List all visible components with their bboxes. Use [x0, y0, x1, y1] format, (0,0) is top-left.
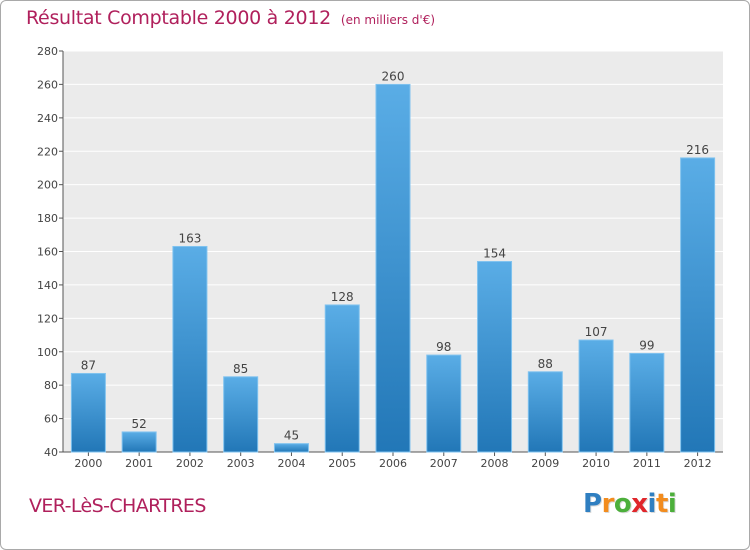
- value-label: 85: [233, 362, 248, 376]
- bar-2006: [375, 83, 411, 453]
- bar-2004: [273, 443, 309, 453]
- y-tick-label: 260: [37, 78, 58, 91]
- chart-header: Résultat Comptable 2000 à 2012 (en millie…: [26, 7, 435, 29]
- logo-letter: x: [631, 489, 648, 519]
- x-tick-label: 2010: [582, 457, 610, 470]
- y-tick-label: 60: [44, 413, 58, 426]
- value-label: 107: [585, 325, 608, 339]
- value-label: 260: [382, 69, 405, 83]
- commune-name: VER-LèS-CHARTRES: [29, 495, 206, 517]
- x-tick-label: 2001: [125, 457, 153, 470]
- x-tick-label: 2012: [684, 457, 712, 470]
- value-label: 88: [538, 357, 553, 371]
- bar-2010: [578, 339, 614, 453]
- bar-2008: [477, 261, 513, 453]
- bar-value-labels: 87 52 163 85 45 128 260 98 154 88 107 99 216: [81, 69, 709, 442]
- y-tick-label: 120: [37, 312, 58, 325]
- bar-2005: [324, 304, 360, 453]
- logo-letter: o: [613, 489, 632, 519]
- x-tick-label: 2007: [430, 457, 458, 470]
- chart-subtitle: (en milliers d'€): [340, 13, 436, 27]
- x-tick-label: 2011: [633, 457, 661, 470]
- x-axis-tick-labels: 2000 2001 2002 2003 2004 2005 2006 2007 2008 2009…: [74, 457, 711, 470]
- bar-2001: [121, 431, 157, 453]
- logo-letter: i: [647, 489, 657, 519]
- x-tick-label: 2008: [481, 457, 509, 470]
- y-tick-label: 100: [37, 346, 58, 359]
- x-tick-label: 2002: [176, 457, 204, 470]
- y-tick-label: 40: [44, 446, 58, 459]
- logo-letter: i: [667, 489, 677, 519]
- value-label: 45: [284, 429, 299, 443]
- y-tick-label: 160: [37, 246, 58, 259]
- value-label: 87: [81, 358, 96, 372]
- bar-2007: [426, 354, 462, 453]
- x-tick-label: 2003: [227, 457, 255, 470]
- value-label: 216: [686, 143, 709, 157]
- bar-2012: [680, 157, 716, 453]
- x-tick-label: 2006: [379, 457, 407, 470]
- bar-2003: [223, 376, 259, 453]
- y-tick-label: 240: [37, 112, 58, 125]
- x-tick-label: 2009: [531, 457, 559, 470]
- logo-letter: r: [601, 489, 615, 519]
- value-label: 154: [483, 247, 506, 261]
- value-label: 52: [132, 417, 147, 431]
- chart-title: Résultat Comptable 2000 à 2012: [26, 7, 331, 29]
- y-tick-label: 220: [37, 145, 58, 158]
- value-label: 128: [331, 290, 354, 304]
- value-label: 99: [639, 338, 654, 352]
- bars: [70, 83, 716, 453]
- value-label: 98: [436, 340, 451, 354]
- bar-2002: [172, 245, 208, 453]
- y-tick-label: 180: [37, 212, 58, 225]
- x-tick-label: 2000: [74, 457, 102, 470]
- proxiti-logo: Proxiti: [583, 489, 677, 519]
- bar-2011: [629, 352, 665, 453]
- y-axis-tick-labels: 40 60 80 100 120 140 160 180 200 220 240 260 280: [37, 45, 58, 459]
- y-tick-label: 200: [37, 179, 58, 192]
- bar-2009: [527, 371, 563, 453]
- y-tick-label: 280: [37, 45, 58, 58]
- y-tick-label: 80: [44, 379, 58, 392]
- value-label: 163: [178, 231, 201, 245]
- x-tick-label: 2005: [328, 457, 356, 470]
- bar-2000: [70, 372, 106, 453]
- logo-letter: t: [655, 489, 668, 519]
- x-tick-label: 2004: [277, 457, 305, 470]
- logo-letter: P: [583, 489, 602, 519]
- y-tick-label: 140: [37, 279, 58, 292]
